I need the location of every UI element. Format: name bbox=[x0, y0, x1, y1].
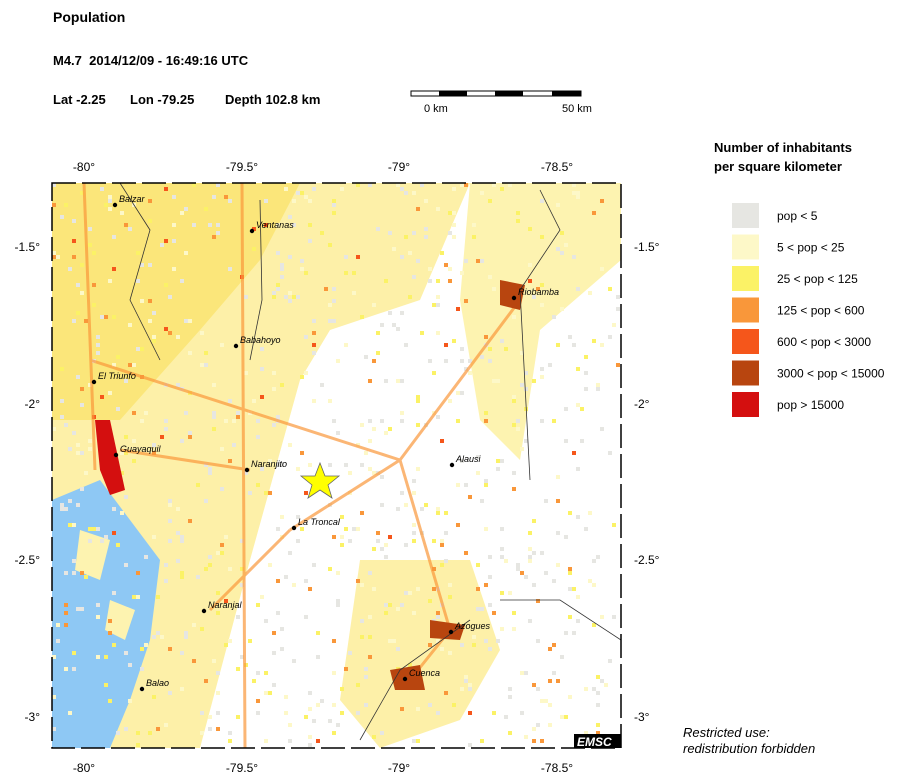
footer: Restricted use: bbox=[683, 725, 770, 740]
lat-label: -2° bbox=[634, 397, 650, 411]
city-label: Balzar bbox=[119, 194, 146, 204]
lon-label: -79.5° bbox=[226, 761, 258, 775]
lat-label: -1.5° bbox=[15, 240, 41, 254]
event: M4.7 2014/12/09 - 16:49:16 UTC bbox=[53, 53, 249, 68]
city-dot bbox=[201, 608, 207, 614]
lat-label: -2.5° bbox=[634, 553, 660, 567]
title: Population bbox=[53, 9, 125, 25]
lat-label: -2° bbox=[25, 397, 41, 411]
legend-title: per square kilometer bbox=[714, 159, 842, 174]
legend-swatch bbox=[732, 203, 759, 228]
legend-label: 600 < pop < 3000 bbox=[777, 335, 871, 349]
lon-label: -80° bbox=[73, 761, 95, 775]
city-label: Naranjal bbox=[208, 600, 243, 610]
legend-label: pop < 5 bbox=[777, 209, 818, 223]
lat-label: -2.5° bbox=[15, 553, 41, 567]
city-dot bbox=[402, 676, 408, 682]
lon: Lon -79.25 bbox=[130, 92, 194, 107]
logo-box bbox=[574, 734, 621, 748]
lat: Lat -2.25 bbox=[53, 92, 106, 107]
legend-swatch bbox=[732, 266, 759, 291]
city-dot bbox=[291, 525, 297, 531]
city-label: La Troncal bbox=[298, 517, 341, 527]
city-dot bbox=[449, 462, 455, 468]
city-dot bbox=[511, 295, 517, 301]
city-label: Ventanas bbox=[256, 220, 294, 230]
city-label: Cuenca bbox=[409, 668, 440, 678]
scale-end: 50 km bbox=[562, 103, 592, 115]
lon-label: -78.5° bbox=[541, 160, 573, 174]
city-label: Azogues bbox=[454, 621, 491, 631]
city-dot bbox=[249, 228, 255, 234]
lon-label: -79° bbox=[388, 761, 410, 775]
city-label: El Triunfo bbox=[98, 371, 136, 381]
city-dot bbox=[244, 467, 250, 473]
scale-bar bbox=[410, 90, 582, 97]
city-dot bbox=[113, 452, 119, 458]
lon-label: -78.5° bbox=[541, 761, 573, 775]
lon-label: -79.5° bbox=[226, 160, 258, 174]
legend-label: pop > 15000 bbox=[777, 398, 844, 412]
city-label: Guayaquil bbox=[120, 444, 162, 454]
legend-label: 5 < pop < 25 bbox=[777, 241, 845, 255]
city-label: Alausi bbox=[455, 454, 482, 464]
city-label: Babahoyo bbox=[240, 335, 281, 345]
lat-label: -1.5° bbox=[634, 240, 660, 254]
lon-label: -79° bbox=[388, 160, 410, 174]
city-dot bbox=[139, 686, 145, 692]
city-dot bbox=[233, 343, 239, 349]
legend-swatch bbox=[732, 234, 759, 260]
city-label: Balao bbox=[146, 678, 169, 688]
city-dot bbox=[448, 629, 454, 635]
city-dot bbox=[112, 202, 118, 208]
city-label: Riobamba bbox=[518, 287, 559, 297]
legend-swatch bbox=[732, 297, 759, 323]
footer: redistribution forbidden bbox=[683, 741, 815, 756]
legend-swatch bbox=[732, 392, 759, 417]
map-frame bbox=[51, 182, 622, 749]
legend-swatch bbox=[732, 329, 759, 354]
legend-label: 25 < pop < 125 bbox=[777, 272, 858, 286]
legend-title: Number of inhabitants bbox=[714, 140, 852, 155]
map bbox=[52, 183, 621, 748]
legend-label: 3000 < pop < 15000 bbox=[777, 367, 885, 381]
logo: EMSC bbox=[577, 735, 612, 749]
scale-start: 0 km bbox=[424, 103, 448, 115]
legend-swatch bbox=[732, 360, 759, 386]
lat-label: -3° bbox=[634, 710, 650, 724]
lat-label: -3° bbox=[25, 710, 41, 724]
depth: Depth 102.8 km bbox=[225, 92, 320, 107]
city-label: Naranjito bbox=[251, 459, 287, 469]
lon-label: -80° bbox=[73, 160, 95, 174]
city-dot bbox=[91, 379, 97, 385]
legend-label: 125 < pop < 600 bbox=[777, 304, 865, 318]
